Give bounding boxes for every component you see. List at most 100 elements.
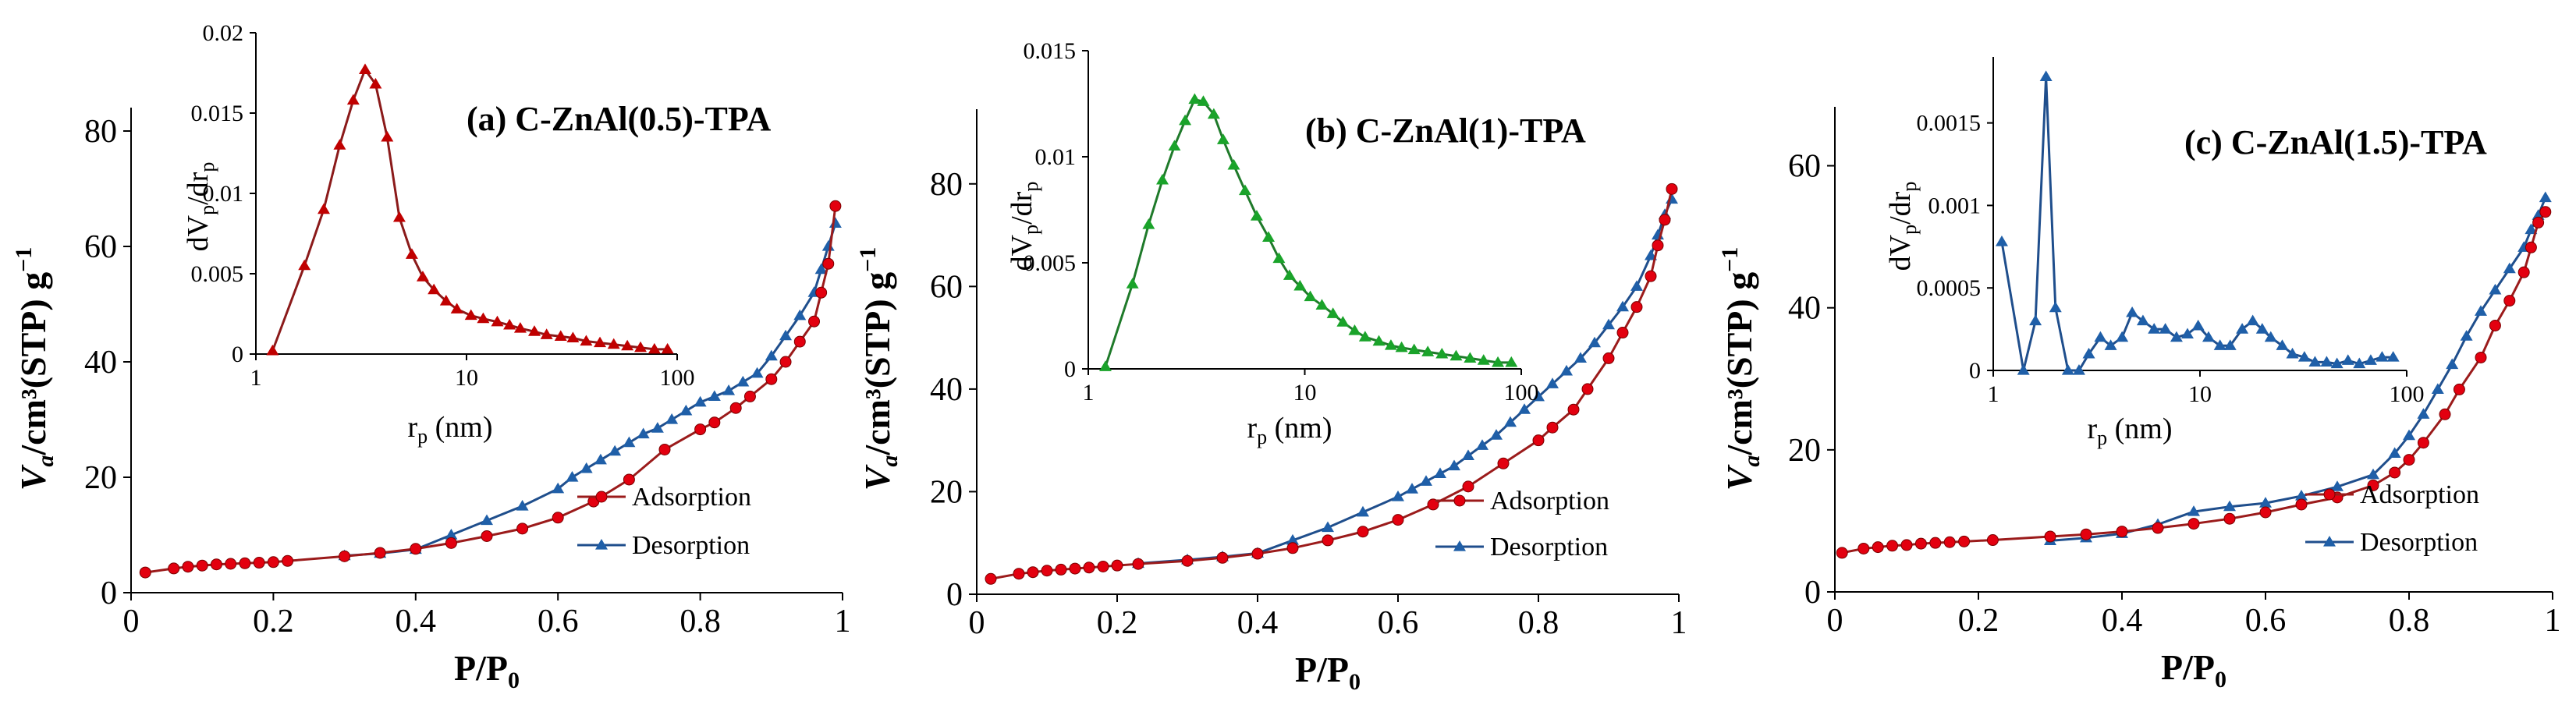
adsorption-series-point	[1652, 239, 1664, 252]
inset-series-point	[2049, 301, 2062, 313]
inset-x-tick-label: 1	[250, 365, 262, 391]
inset-x-tick-label: 100	[1504, 380, 1539, 406]
inset-series-point	[1336, 316, 1350, 327]
inset-series-point	[634, 341, 648, 352]
inset-series-point	[2330, 357, 2344, 369]
inset-series-point	[1238, 184, 1251, 196]
desorption-series-point	[722, 384, 736, 395]
inset-y-tick-label: 0.001	[1928, 193, 1982, 218]
x-axis-label: P/P0	[1295, 650, 1361, 695]
desorption-series-point	[1448, 459, 1460, 471]
adsorption-series-point	[1900, 539, 1913, 551]
inset-series-point	[1293, 279, 1307, 291]
desorption-series	[338, 217, 842, 561]
desorption-series-point	[1392, 491, 1404, 501]
inset-series-point	[594, 336, 607, 348]
adsorption-series-point	[1462, 480, 1474, 493]
inset-series-point	[266, 344, 279, 356]
inset-series-point	[1207, 108, 1220, 119]
inset-series-point	[428, 283, 441, 295]
adsorption-series-point	[1041, 565, 1053, 577]
y-tick-label: 20	[930, 474, 963, 510]
adsorption-series-point	[374, 547, 386, 559]
adsorption-series-point	[552, 512, 564, 524]
inset-series-point	[648, 342, 661, 354]
desorption-series-point	[1546, 377, 1559, 388]
x-tick-label: 0.2	[1097, 605, 1138, 641]
inset-series-point	[1435, 347, 1449, 359]
desorption-series-point	[1286, 533, 1299, 545]
inset-y-tick-label: 0	[232, 342, 243, 367]
desorption-series-point	[2388, 447, 2401, 458]
desorption-series-point	[821, 240, 835, 251]
inset-y-axis-label: dVp/drp	[1884, 182, 1921, 271]
x-tick-label: 0.2	[253, 604, 294, 639]
adsorption-series-point	[815, 286, 828, 299]
inset-series-point	[1156, 173, 1169, 185]
adsorption-series-point	[658, 443, 671, 455]
inset-series-point	[1227, 158, 1240, 170]
desorption-series-point	[1518, 403, 1531, 414]
adsorption-series-point	[1083, 561, 1095, 574]
x-tick-label: 0.4	[1237, 605, 1279, 641]
adsorption-series-point	[1497, 457, 1510, 469]
adsorption-series-point	[1111, 559, 1123, 572]
inset-x-tick-label: 100	[2390, 381, 2425, 407]
x-tick-label: 1	[1671, 605, 1687, 641]
inset-series-point	[439, 295, 452, 306]
x-tick-label: 0.4	[2102, 603, 2143, 639]
adsorption-series-point	[1872, 541, 1884, 554]
inset-chart: 1 10 100 0 0.005 0.01 0.015 0.02 rp (nm) dVp/drp	[182, 20, 695, 448]
desorption-series-line	[344, 222, 837, 558]
adsorption-series-point	[822, 257, 835, 270]
adsorption-series-point	[2475, 351, 2487, 363]
adsorption-series-point	[2439, 408, 2451, 420]
inset-y-tick-label: 0.01	[1035, 144, 1077, 170]
inset-series-point	[491, 315, 504, 327]
adsorption-series-point	[2044, 530, 2056, 543]
desorption-series-point	[2187, 505, 2200, 516]
x-tick-label: 1	[835, 604, 851, 639]
adsorption-series-point	[1027, 566, 1039, 579]
inset-series-point	[369, 77, 382, 89]
inset-series-point	[477, 312, 490, 324]
adsorption-series-point	[1943, 536, 1956, 548]
chart-title: (b) C-ZnAl(1)-TPA	[1305, 112, 1586, 150]
legend-desorption-label: Desorption	[632, 531, 750, 560]
inset-series-point	[450, 303, 463, 313]
desorption-series-point	[1602, 318, 1615, 330]
inset-series-point	[1464, 352, 1477, 363]
adsorption-series-point	[239, 557, 251, 569]
inset-series-point	[2341, 354, 2354, 365]
inset-series-point	[2276, 339, 2289, 350]
adsorption-series-point	[2295, 498, 2308, 511]
inset-x-axis-label: rp (nm)	[2087, 413, 2172, 449]
legend-adsorption-marker	[1453, 494, 1466, 507]
adsorption-series-point	[765, 373, 778, 385]
inset-y-tick-label: 0	[1064, 356, 1076, 382]
inset-series-point	[1492, 356, 1505, 367]
inset-series-point	[1995, 235, 2008, 246]
desorption-series-point	[1616, 300, 1629, 312]
desorption-series-point	[1504, 416, 1517, 427]
desorption-series-point	[736, 375, 750, 387]
adsorption-series-point	[1251, 547, 1264, 560]
inset-series-point	[1283, 269, 1296, 280]
chart-title: (c) C-ZnAl(1.5)-TPA	[2184, 123, 2487, 161]
adsorption-series-point	[623, 473, 635, 486]
desorption-series-point	[2539, 191, 2552, 203]
x-tick-label: 0.6	[538, 604, 579, 639]
inset-series-point	[2286, 347, 2299, 359]
adsorption-series-point	[2503, 295, 2516, 307]
y-tick-label: 40	[1788, 291, 1821, 327]
inset-y-tick-label: 0.015	[1024, 38, 1077, 64]
inset-series-point	[607, 338, 620, 349]
inset-series-point	[381, 130, 394, 142]
inset-series-point	[2236, 323, 2249, 334]
desorption-series-point	[2489, 283, 2502, 295]
legend-adsorption-label: Adsorption	[632, 483, 751, 512]
y-tick-label: 60	[930, 269, 963, 305]
inset-series-point	[2094, 331, 2107, 342]
adsorption-series-point	[2187, 518, 2200, 530]
desorption-series-point	[1588, 336, 1601, 348]
